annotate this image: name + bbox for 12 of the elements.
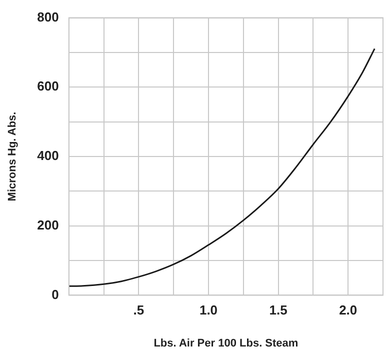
x-tick-label: 2.0 — [339, 302, 358, 318]
x-tick-label: 1.0 — [199, 302, 218, 318]
line-series — [68, 48, 376, 287]
y-tick-label: 800 — [37, 9, 59, 24]
y-tick-label: 200 — [37, 217, 59, 232]
y-tick-label: 0 — [52, 286, 59, 302]
y-tick-label: 400 — [37, 148, 59, 164]
y-axis-title: Microns Hg. Abs. — [6, 112, 19, 202]
y-tick-label: 600 — [37, 78, 59, 94]
x-axis-title: Lbs. Air Per 100 Lbs. Steam — [154, 337, 298, 350]
x-tick-label: 1.5 — [269, 302, 288, 318]
x-tick-label: .5 — [133, 302, 144, 318]
